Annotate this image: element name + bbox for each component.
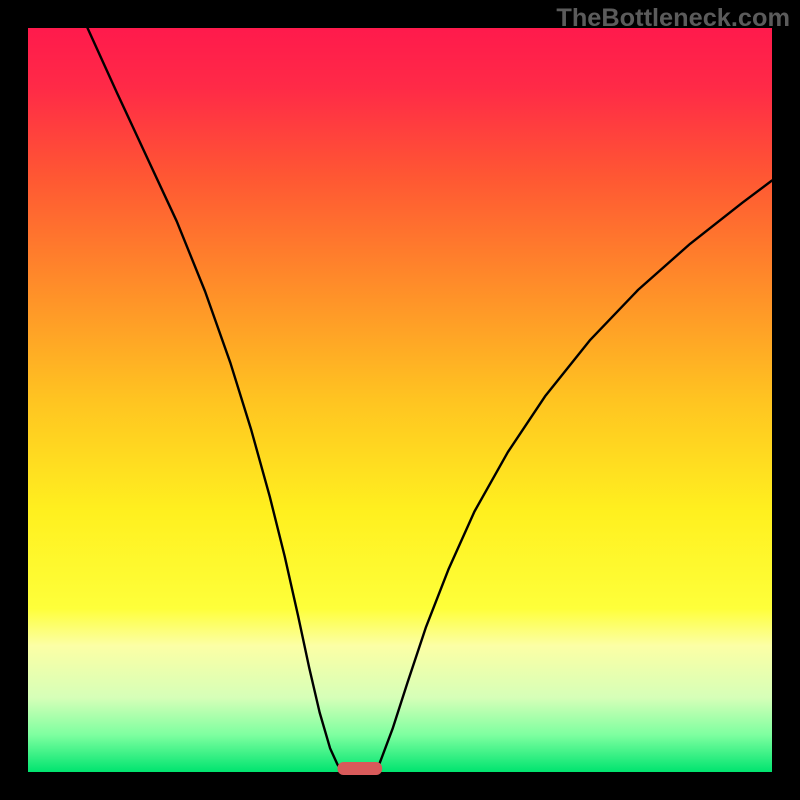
bottleneck-marker: [338, 762, 383, 775]
bottleneck-plot: [0, 0, 800, 800]
chart-canvas: TheBottleneck.com: [0, 0, 800, 800]
watermark-text: TheBottleneck.com: [556, 4, 790, 33]
